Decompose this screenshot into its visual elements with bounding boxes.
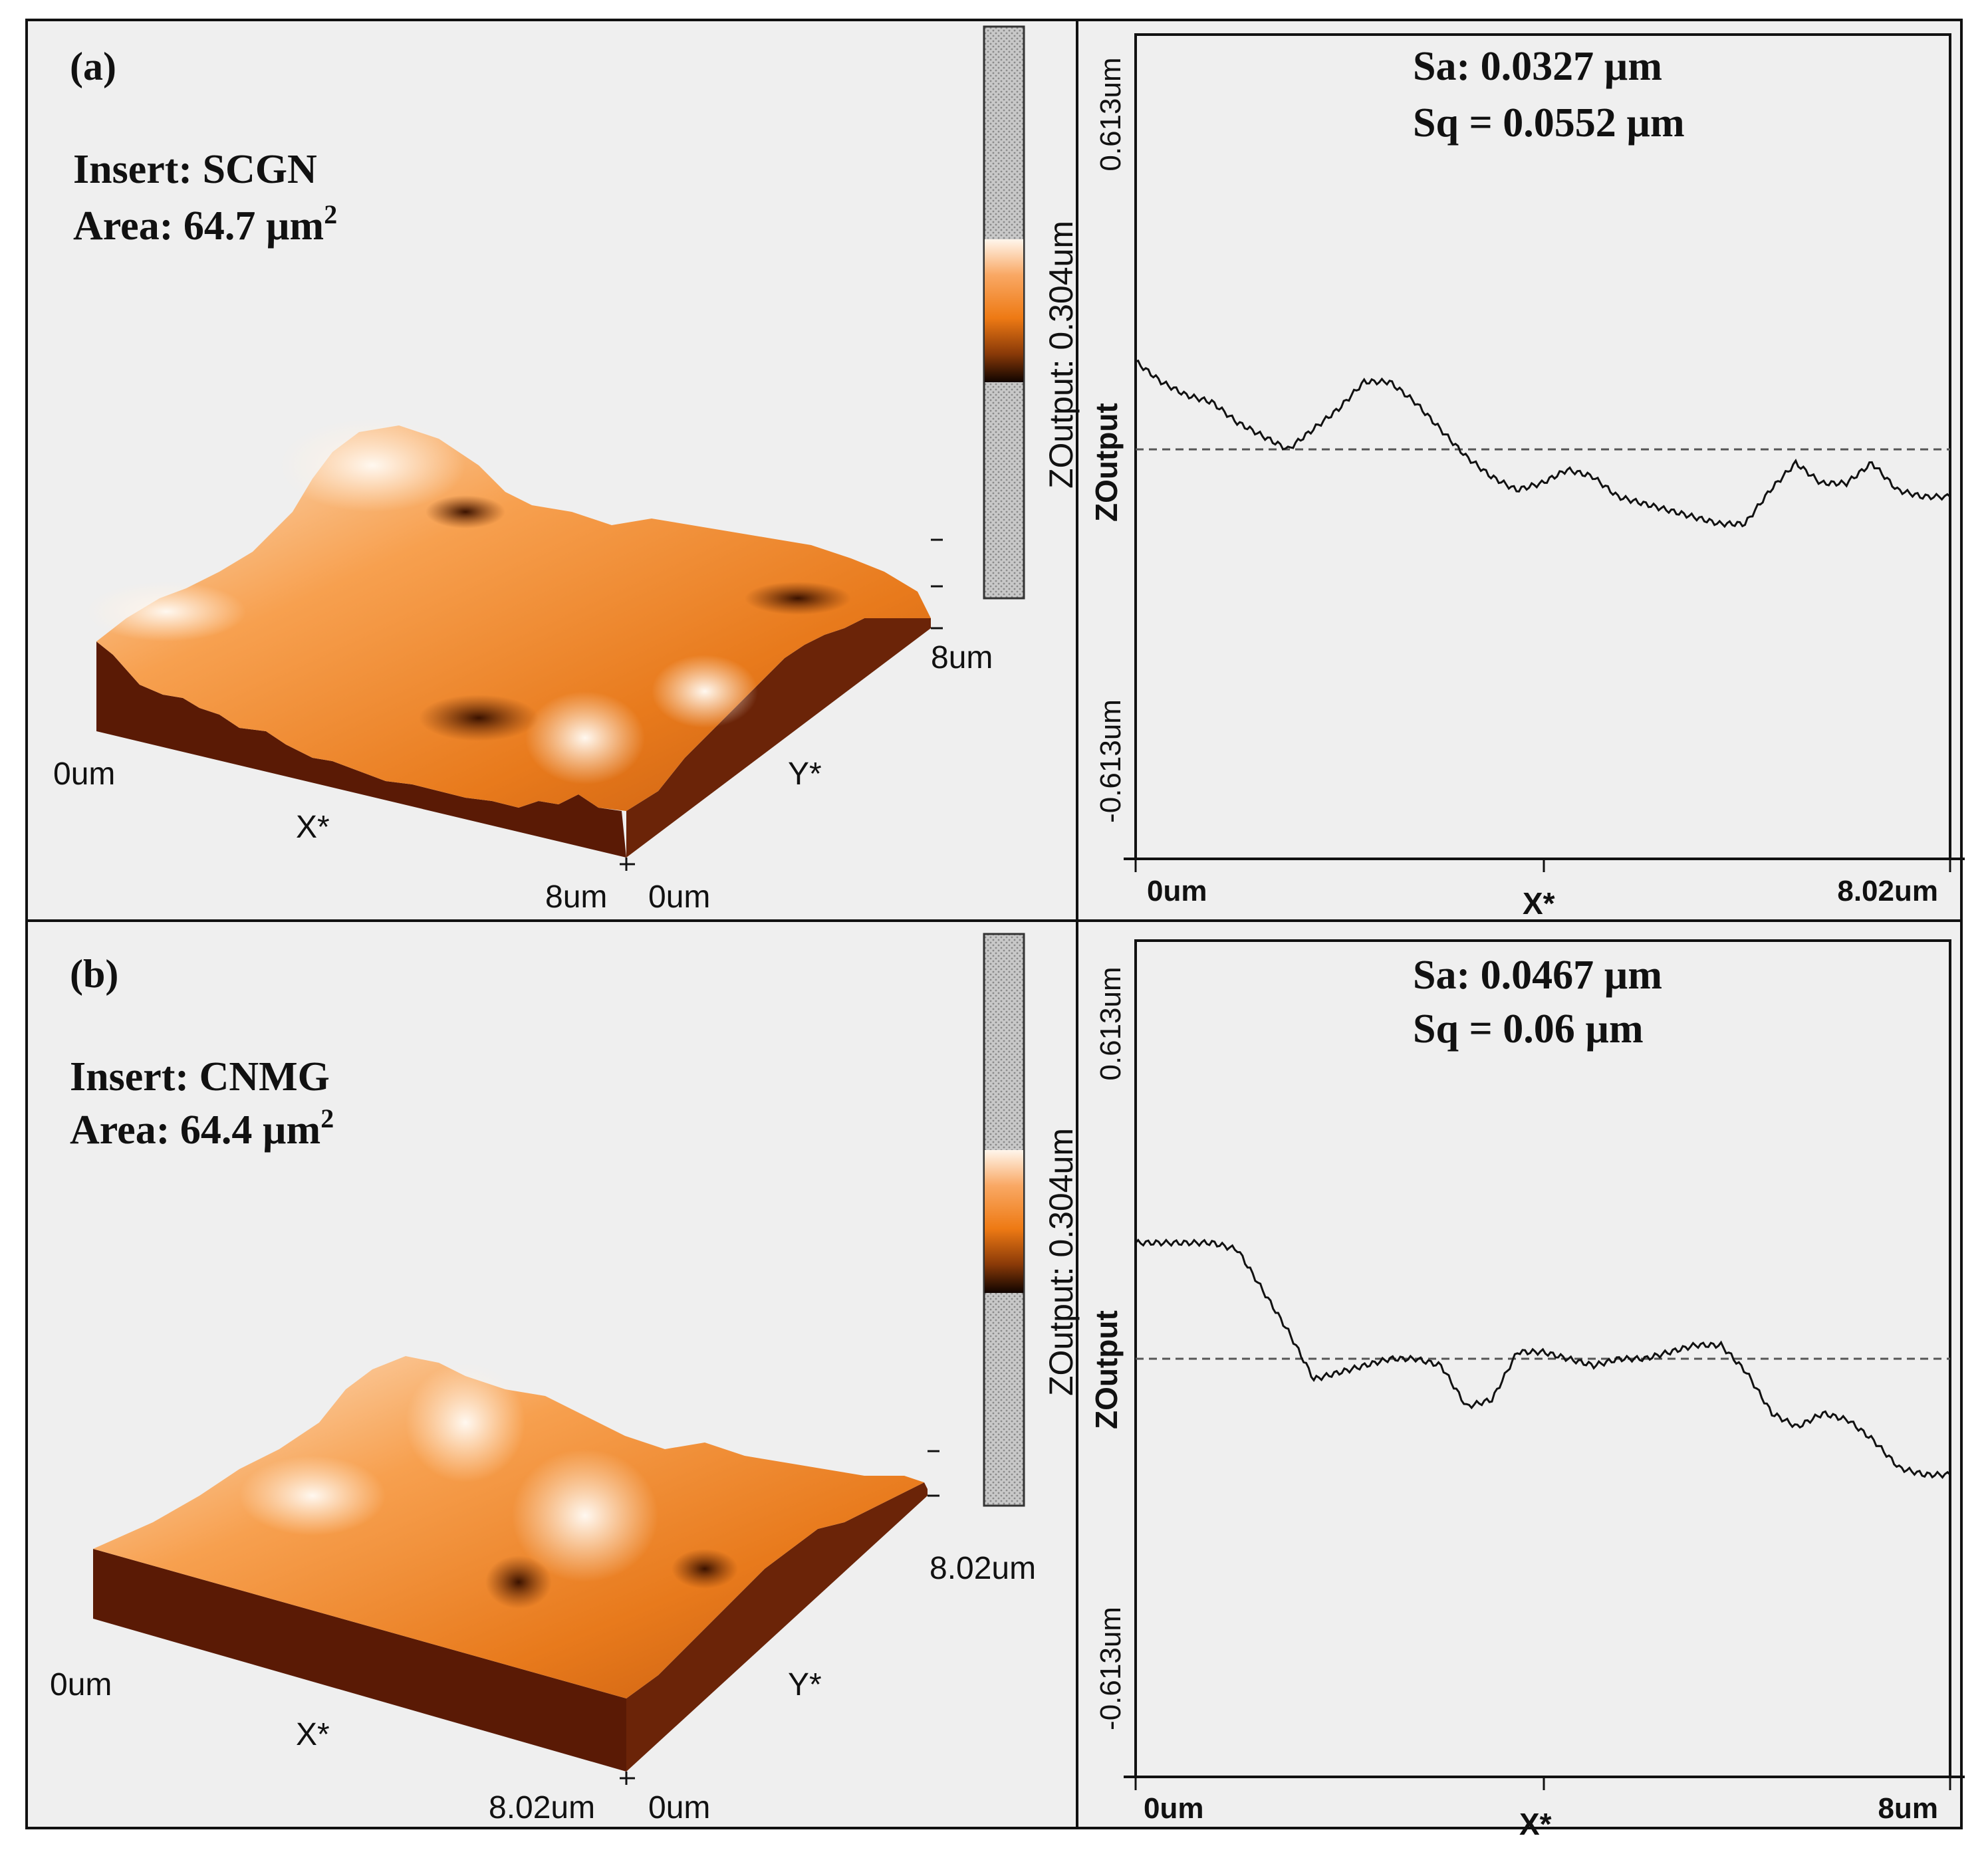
surface-b-x-end-label: 8.02um	[489, 1790, 595, 1825]
surface-b-front-face	[93, 1549, 626, 1772]
surface-3d-a	[86, 419, 943, 871]
surface-a-pit	[745, 582, 851, 615]
surface-b-side-face	[626, 1482, 928, 1772]
panel-a-area: Area: 64.7 µm2	[73, 199, 337, 249]
colorbar-a-label: ZOutput: 0.304um	[1043, 221, 1080, 489]
profile-a-ymin-label: -0.613um	[1094, 699, 1127, 823]
profile-plot-a: ZOutput 0.613um -0.613um 0um X* 8.02um S…	[1089, 33, 1965, 921]
surface-b-y-end-label: 8.02um	[930, 1551, 1036, 1586]
surface-a-pit	[426, 495, 505, 528]
profile-b-ymax-label: 0.613um	[1094, 967, 1127, 1080]
profile-plot-b: ZOutput 0.613um -0.613um 0um X* 8um Sa: …	[1089, 939, 1965, 1841]
profile-a-xmax-label: 8.02um	[1837, 875, 1938, 907]
surface-a-peak	[86, 582, 246, 641]
surface-b-y-axis-label: Y*	[788, 1667, 822, 1702]
panel-b-area: Area: 64.4 µm2	[70, 1103, 334, 1153]
panel-b-label: (b)	[70, 952, 118, 996]
colorbar-a-gradient	[985, 239, 1023, 382]
profile-a-sa: Sa: 0.0327 µm	[1413, 44, 1662, 89]
surface-a-pit	[419, 695, 539, 741]
profile-b-xmin-label: 0um	[1144, 1792, 1203, 1825]
surface-3d-b	[93, 1356, 939, 1785]
panel-a-label: (a)	[70, 45, 116, 88]
profile-a-xlabel: X*	[1523, 886, 1555, 921]
surface-a-origin-label: 0um	[53, 756, 115, 792]
colorbar-b-label: ZOutput: 0.304um	[1043, 1128, 1080, 1396]
surface-b-peak	[406, 1363, 525, 1482]
profile-b-sq: Sq = 0.06 µm	[1413, 1006, 1644, 1052]
surface-a-y-axis-label: Y*	[788, 756, 822, 792]
surface-b-pit	[672, 1549, 738, 1589]
surface-a-x-end-label: 8um	[545, 879, 607, 915]
profile-b-ylabel: ZOutput	[1089, 1310, 1124, 1429]
panel-b: (b) Insert: CNMG Area: 64.4 µm2 0um X* 8…	[50, 933, 1965, 1841]
surface-a-y-end-label: 8um	[931, 640, 993, 675]
surface-b-top	[93, 1356, 924, 1698]
panel-b-insert: Insert: CNMG	[70, 1054, 330, 1099]
profile-b-line	[1134, 1238, 1951, 1479]
profile-b-xmax-label: 8um	[1878, 1792, 1938, 1825]
surface-b-peak	[239, 1456, 386, 1536]
surface-b-pit	[485, 1556, 552, 1609]
surface-a-peak	[652, 655, 758, 728]
figure-frame	[25, 19, 1963, 1829]
surface-a-x-axis-label: X*	[296, 810, 330, 845]
profile-a-ymax-label: 0.613um	[1094, 57, 1127, 171]
surface-b-peak	[512, 1449, 658, 1582]
profile-b-ymin-label: -0.613um	[1094, 1607, 1127, 1730]
profile-a-xmin-label: 0um	[1147, 875, 1207, 907]
profile-a-sq: Sq = 0.0552 µm	[1413, 100, 1685, 146]
panel-a-insert: Insert: SCGN	[73, 147, 317, 192]
surface-a-peak	[279, 419, 465, 512]
surface-a-peak	[525, 691, 645, 784]
surface-a-side-face	[626, 618, 931, 858]
surface-a-front-face	[96, 641, 626, 858]
colorbar-b-gradient	[985, 1150, 1023, 1293]
surface-b-x-axis-label: X*	[296, 1717, 330, 1752]
surface-b-origin-label: 0um	[50, 1667, 112, 1702]
profile-a-ylabel: ZOutput	[1089, 403, 1124, 522]
profile-a-line	[1135, 359, 1951, 528]
profile-b-sa: Sa: 0.0467 µm	[1413, 953, 1662, 998]
surface-b-y-start-label: 0um	[648, 1790, 710, 1825]
panel-a: (a) Insert: SCGN Area: 64.7 µm2 0um X* 8…	[53, 25, 1965, 921]
profile-b-xlabel: X*	[1519, 1807, 1552, 1841]
surface-a-y-start-label: 0um	[648, 879, 710, 915]
